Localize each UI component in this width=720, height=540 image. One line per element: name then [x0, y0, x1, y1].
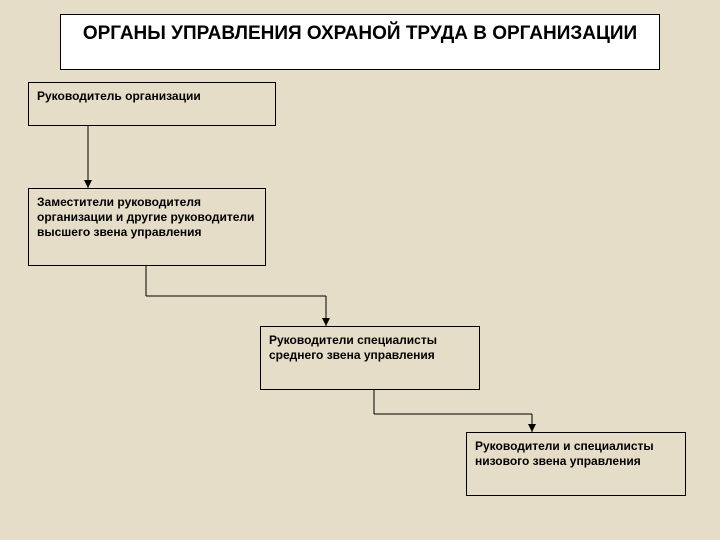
node-label: Заместители руководителя организации и д… [37, 195, 254, 239]
arrowhead-icon [528, 424, 536, 432]
node-n3: Руководители специалисты среднего звена … [260, 326, 480, 390]
node-n1: Руководитель организации [28, 82, 276, 126]
diagram-stage: ОРГАНЫ УПРАВЛЕНИЯ ОХРАНОЙ ТРУДА В ОРГАНИ… [0, 0, 720, 540]
node-label: Руководители специалисты среднего звена … [269, 333, 437, 362]
diagram-title: ОРГАНЫ УПРАВЛЕНИЯ ОХРАНОЙ ТРУДА В ОРГАНИ… [60, 14, 660, 70]
node-label: Руководители и специалисты низового звен… [475, 439, 654, 468]
node-n4: Руководители и специалисты низового звен… [466, 432, 686, 496]
node-label: Руководитель организации [37, 89, 201, 103]
arrowhead-icon [322, 318, 330, 326]
node-n2: Заместители руководителя организации и д… [28, 188, 266, 266]
title-text: ОРГАНЫ УПРАВЛЕНИЯ ОХРАНОЙ ТРУДА В ОРГАНИ… [83, 23, 637, 44]
arrowhead-icon [84, 180, 92, 188]
